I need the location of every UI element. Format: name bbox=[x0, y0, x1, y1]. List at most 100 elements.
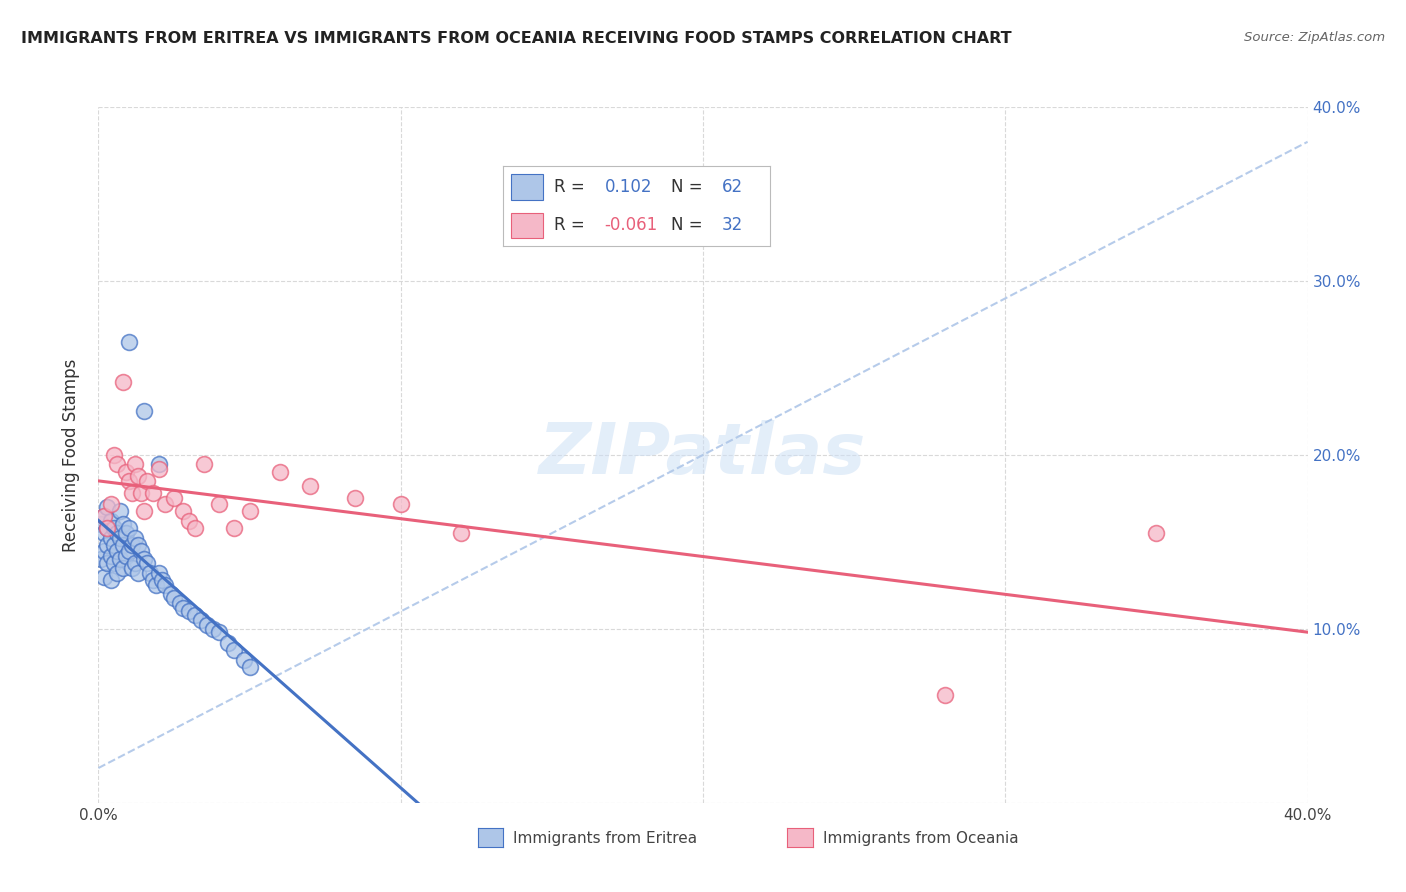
Point bbox=[100, 573, 122, 587]
Point bbox=[96, 521, 118, 535]
Point bbox=[111, 561, 134, 575]
Text: 32: 32 bbox=[721, 217, 742, 235]
Point bbox=[108, 503, 131, 517]
Point bbox=[96, 500, 118, 514]
Point bbox=[108, 532, 131, 546]
Point bbox=[208, 625, 231, 640]
Bar bbox=[512, 212, 543, 238]
Point bbox=[100, 497, 122, 511]
Point bbox=[132, 503, 155, 517]
Point bbox=[299, 479, 322, 493]
Point bbox=[111, 517, 134, 532]
Point bbox=[129, 543, 152, 558]
Point bbox=[111, 375, 134, 389]
Text: Immigrants from Eritrea: Immigrants from Eritrea bbox=[513, 831, 697, 846]
Point bbox=[127, 538, 149, 552]
Point bbox=[118, 474, 141, 488]
Point bbox=[153, 578, 176, 592]
Point bbox=[239, 660, 262, 674]
Point bbox=[118, 521, 141, 535]
Text: R =: R = bbox=[554, 217, 585, 235]
Point bbox=[148, 566, 170, 581]
Point bbox=[153, 497, 176, 511]
Text: N =: N = bbox=[671, 178, 703, 196]
Point bbox=[163, 491, 186, 506]
Point bbox=[208, 497, 231, 511]
Point bbox=[150, 573, 173, 587]
Point bbox=[124, 556, 146, 570]
Point bbox=[127, 566, 149, 581]
Text: IMMIGRANTS FROM ERITREA VS IMMIGRANTS FROM OCEANIA RECEIVING FOOD STAMPS CORRELA: IMMIGRANTS FROM ERITREA VS IMMIGRANTS FR… bbox=[21, 31, 1012, 46]
Point bbox=[93, 570, 115, 584]
Point bbox=[172, 503, 194, 517]
Point bbox=[344, 491, 367, 506]
Point bbox=[190, 613, 212, 627]
Point bbox=[389, 497, 412, 511]
Point bbox=[184, 607, 207, 622]
Point bbox=[105, 526, 128, 541]
Point bbox=[135, 556, 157, 570]
Text: N =: N = bbox=[671, 217, 703, 235]
Point bbox=[132, 404, 155, 418]
Point bbox=[121, 538, 143, 552]
Point bbox=[103, 521, 125, 535]
Point bbox=[103, 538, 125, 552]
Point bbox=[239, 503, 262, 517]
Point bbox=[105, 566, 128, 581]
Point bbox=[93, 526, 115, 541]
Point bbox=[145, 578, 167, 592]
Bar bbox=[512, 174, 543, 200]
Point bbox=[96, 556, 118, 570]
Point bbox=[96, 521, 118, 535]
Point bbox=[132, 552, 155, 566]
Point bbox=[90, 517, 112, 532]
Text: 0.102: 0.102 bbox=[605, 178, 652, 196]
Point bbox=[148, 462, 170, 476]
Point bbox=[118, 334, 141, 349]
Point bbox=[135, 474, 157, 488]
Point bbox=[139, 566, 162, 581]
Point bbox=[96, 538, 118, 552]
Point bbox=[179, 605, 201, 619]
Point bbox=[100, 514, 122, 528]
Point bbox=[129, 486, 152, 500]
Point bbox=[163, 591, 186, 605]
Point bbox=[224, 642, 246, 657]
Point bbox=[93, 543, 115, 558]
Point bbox=[148, 457, 170, 471]
Point bbox=[269, 466, 291, 480]
Y-axis label: Receiving Food Stamps: Receiving Food Stamps bbox=[62, 359, 80, 551]
Point bbox=[103, 556, 125, 570]
Text: 62: 62 bbox=[721, 178, 742, 196]
Text: Source: ZipAtlas.com: Source: ZipAtlas.com bbox=[1244, 31, 1385, 45]
Point bbox=[193, 457, 215, 471]
Point bbox=[195, 618, 218, 632]
Point bbox=[160, 587, 183, 601]
Point bbox=[100, 532, 122, 546]
Point bbox=[108, 552, 131, 566]
Point bbox=[142, 486, 165, 500]
Point bbox=[124, 457, 146, 471]
Point bbox=[124, 532, 146, 546]
Point bbox=[111, 538, 134, 552]
Point bbox=[121, 486, 143, 500]
Point bbox=[142, 573, 165, 587]
Point bbox=[90, 552, 112, 566]
Point bbox=[93, 508, 115, 523]
Text: Immigrants from Oceania: Immigrants from Oceania bbox=[823, 831, 1018, 846]
Point bbox=[232, 653, 254, 667]
Point bbox=[105, 457, 128, 471]
Point bbox=[118, 543, 141, 558]
Point bbox=[100, 549, 122, 563]
Point bbox=[169, 596, 191, 610]
Point bbox=[1144, 526, 1167, 541]
Text: R =: R = bbox=[554, 178, 585, 196]
Point bbox=[184, 521, 207, 535]
Point bbox=[103, 448, 125, 462]
Point bbox=[114, 526, 136, 541]
Point bbox=[179, 514, 201, 528]
Point bbox=[121, 561, 143, 575]
Point bbox=[450, 526, 472, 541]
Point bbox=[172, 601, 194, 615]
Point bbox=[114, 466, 136, 480]
